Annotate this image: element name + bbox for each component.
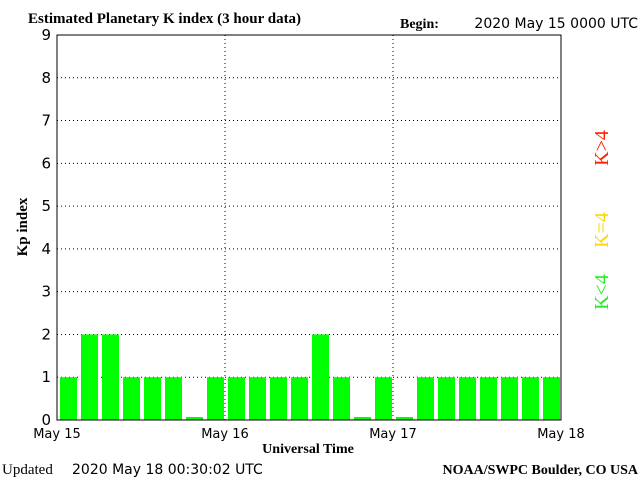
plot-frame — [56, 34, 562, 421]
x-tick-label: May 15 — [33, 427, 81, 442]
bar — [543, 377, 560, 420]
x-axis-label: Universal Time — [262, 442, 354, 457]
plot-area: 0 1 2 3 4 5 6 7 8 9 May 15 May 16 May 17 May 18 — [33, 26, 585, 442]
chart-title: Estimated Planetary K index (3 hour data… — [28, 11, 301, 27]
updated-value: 2020 May 18 00:30:02 UTC — [72, 462, 263, 478]
legend-entry: K=4 — [591, 212, 613, 248]
bar — [354, 417, 371, 420]
bar — [480, 377, 497, 420]
y-tick-label: 0 — [41, 411, 51, 429]
bar — [165, 377, 182, 420]
y-tick-label: 1 — [41, 368, 51, 386]
bar — [228, 377, 245, 420]
bar — [102, 334, 119, 420]
bar — [438, 377, 455, 420]
y-tick-label: 7 — [41, 112, 51, 130]
bar — [291, 377, 308, 420]
bar — [144, 377, 161, 420]
bar — [375, 377, 392, 420]
bar — [60, 377, 77, 420]
bar — [81, 334, 98, 420]
x-tick-label: May 18 — [537, 427, 585, 442]
updated-label: Updated — [2, 462, 53, 478]
legend-entry: K>4 — [591, 130, 613, 166]
x-tick-label: May 16 — [201, 427, 249, 442]
bar — [417, 377, 434, 420]
bar — [459, 377, 476, 420]
bar — [396, 417, 413, 420]
bar — [207, 377, 224, 420]
y-tick-label: 4 — [41, 240, 51, 258]
y-tick-label: 2 — [41, 325, 51, 343]
y-axis-label: Kp index — [15, 197, 31, 256]
bar — [333, 377, 350, 420]
bar — [501, 377, 518, 420]
bar — [123, 377, 140, 420]
x-tick-label: May 17 — [369, 427, 417, 442]
legend-entry: K<4 — [591, 274, 613, 310]
y-tick-label: 9 — [41, 26, 51, 44]
bar — [312, 334, 329, 420]
bar — [270, 377, 287, 420]
legend: K>4 K=4 K<4 — [591, 130, 613, 310]
source-credit: NOAA/SWPC Boulder, CO USA — [442, 463, 638, 478]
bar — [249, 377, 266, 420]
y-tick-label: 8 — [41, 69, 51, 87]
bar — [186, 417, 203, 420]
y-tick-label: 5 — [41, 197, 51, 215]
begin-value: 2020 May 15 0000 UTC — [474, 16, 638, 32]
y-tick-label: 6 — [41, 154, 51, 172]
bar — [522, 377, 539, 420]
y-tick-label: 3 — [41, 283, 51, 301]
begin-label: Begin: — [400, 17, 439, 32]
